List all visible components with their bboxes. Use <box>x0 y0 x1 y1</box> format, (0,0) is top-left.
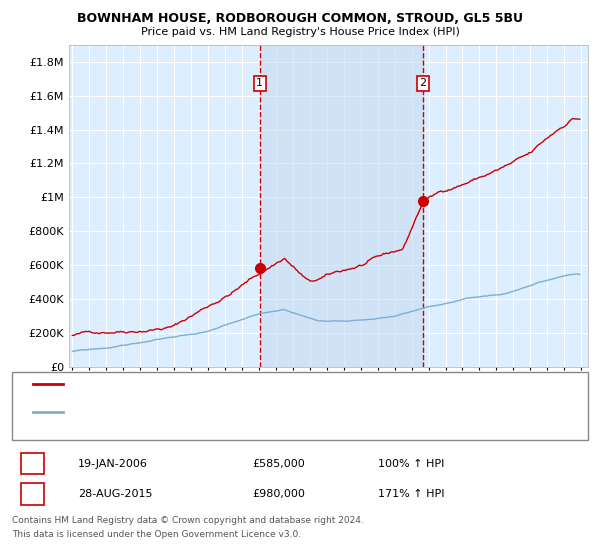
Text: 1: 1 <box>256 78 263 88</box>
Text: £980,000: £980,000 <box>252 489 305 499</box>
Text: BOWNHAM HOUSE, RODBOROUGH COMMON, STROUD, GL5 5BU: BOWNHAM HOUSE, RODBOROUGH COMMON, STROUD… <box>77 12 523 25</box>
Text: 19-JAN-2006: 19-JAN-2006 <box>78 459 148 469</box>
Text: Contains HM Land Registry data © Crown copyright and database right 2024.: Contains HM Land Registry data © Crown c… <box>12 516 364 525</box>
Text: 100% ↑ HPI: 100% ↑ HPI <box>378 459 445 469</box>
Bar <box>260 45 423 367</box>
Text: £585,000: £585,000 <box>252 459 305 469</box>
Text: Price paid vs. HM Land Registry's House Price Index (HPI): Price paid vs. HM Land Registry's House … <box>140 27 460 37</box>
Text: BOWNHAM HOUSE, RODBOROUGH COMMON, STROUD, GL5 5BU (detached house): BOWNHAM HOUSE, RODBOROUGH COMMON, STROUD… <box>72 379 502 389</box>
Text: HPI: Average price, detached house, Stroud: HPI: Average price, detached house, Stro… <box>72 407 299 417</box>
Text: 1: 1 <box>29 459 36 469</box>
Text: 2: 2 <box>29 489 36 499</box>
Text: This data is licensed under the Open Government Licence v3.0.: This data is licensed under the Open Gov… <box>12 530 301 539</box>
Text: 171% ↑ HPI: 171% ↑ HPI <box>378 489 445 499</box>
Text: 28-AUG-2015: 28-AUG-2015 <box>78 489 152 499</box>
Text: 2: 2 <box>419 78 427 88</box>
